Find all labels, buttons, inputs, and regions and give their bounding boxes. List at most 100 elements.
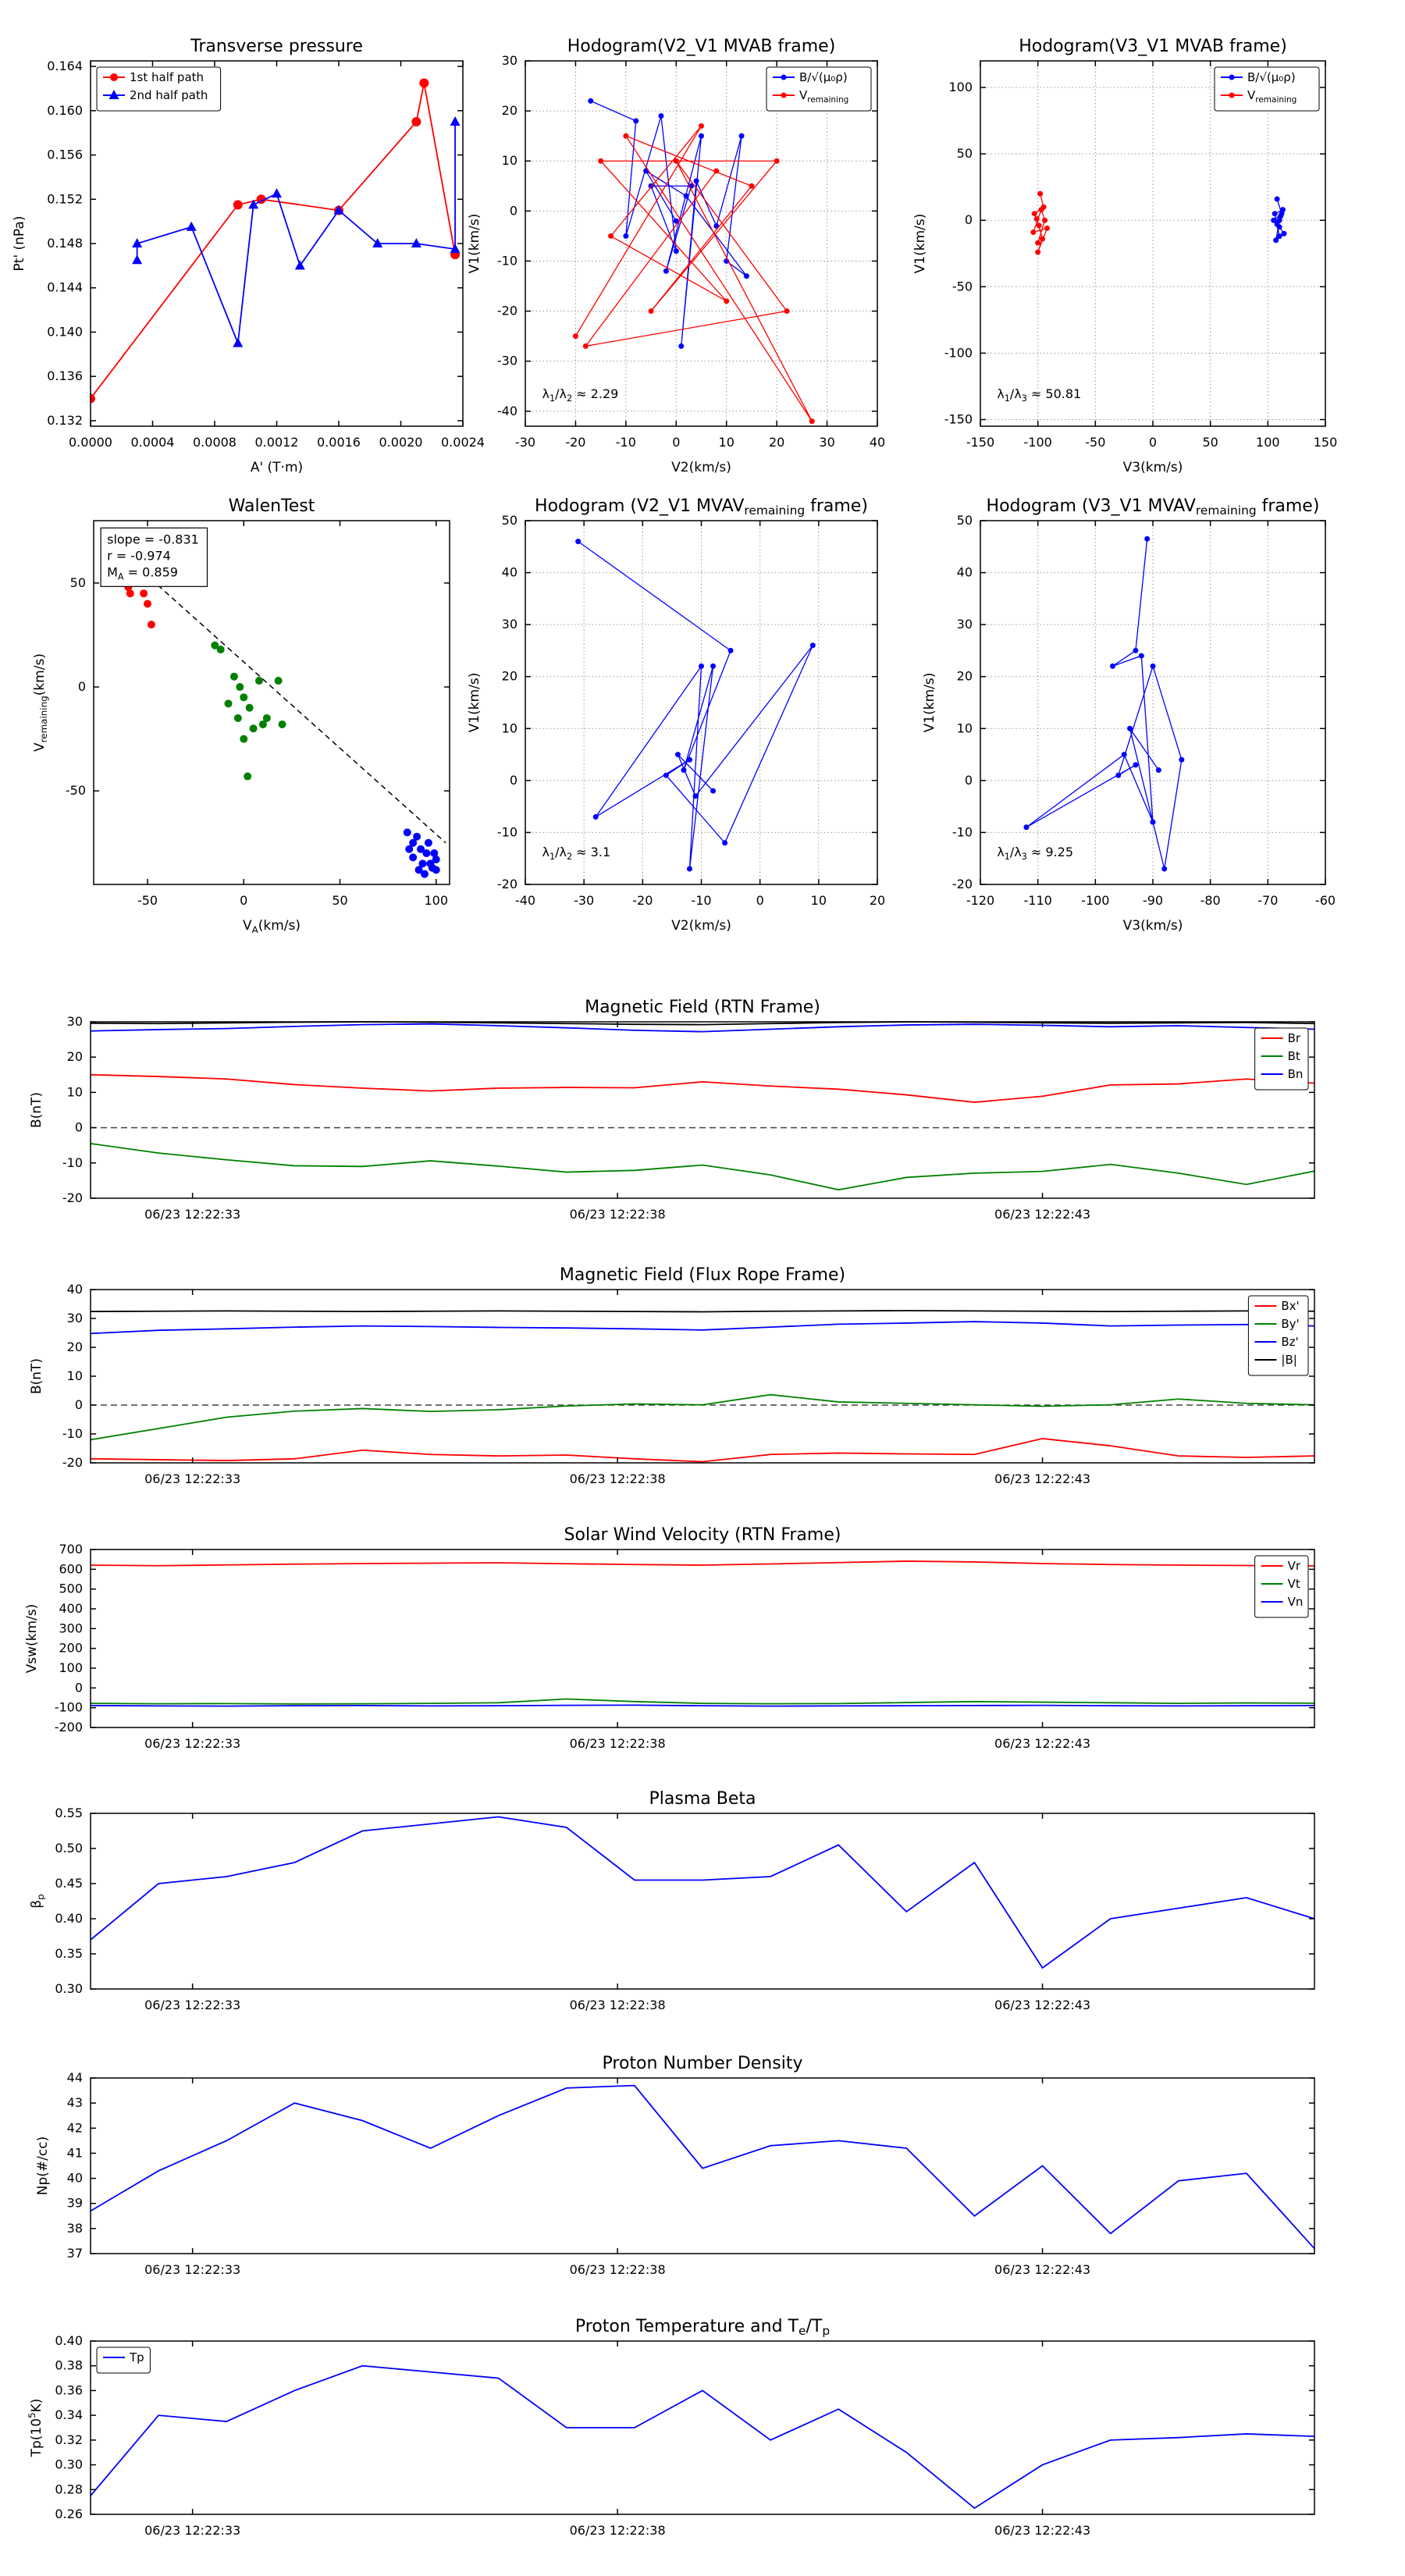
x-tick-label: 100: [1256, 435, 1280, 450]
y-tick-label: 0: [75, 1680, 83, 1695]
legend-label: Vremaining: [1247, 88, 1297, 105]
y-tick-label: -10: [497, 253, 518, 268]
marker-dot: [424, 838, 432, 847]
marker-dot: [683, 193, 689, 199]
marker-dot: [686, 866, 692, 872]
y-tick-label: 30: [67, 1014, 83, 1029]
y-tick-label: 500: [59, 1582, 83, 1596]
marker-dot: [738, 133, 745, 139]
x-tick-label: 30: [819, 435, 834, 450]
x-tick-label: -100: [1081, 893, 1109, 908]
marker-dot: [1161, 866, 1168, 872]
x-tick-label: 40: [870, 435, 885, 450]
marker-dot: [1229, 74, 1235, 80]
marker-dot: [592, 813, 599, 820]
marker-dot: [413, 832, 422, 841]
series-group: [572, 98, 815, 425]
x-axis-label: A' (T·m): [251, 460, 303, 475]
marker-dot: [1281, 230, 1287, 237]
marker-dot: [724, 298, 730, 304]
marker-triangle: [272, 188, 282, 198]
series-markers-0: [1030, 190, 1050, 255]
marker-dot: [686, 756, 692, 763]
y-tick-label: 0.136: [47, 368, 83, 383]
marker-triangle: [450, 244, 461, 254]
y-tick-label: 700: [59, 1542, 83, 1557]
x-tick-label: 100: [424, 893, 448, 908]
y-tick-label: -20: [62, 1455, 83, 1470]
marker-dot: [262, 713, 271, 722]
marker-dot: [663, 772, 669, 778]
marker-dot: [1023, 824, 1030, 831]
marker-dot: [774, 158, 780, 164]
marker-dot: [648, 183, 654, 189]
chart-c5: -40 -30 -20 -10 0 10 20 -20 -10 0 10 20 30 40 50 Hodogr…: [467, 496, 885, 934]
legend-label: Bn: [1288, 1067, 1304, 1081]
marker-dot: [658, 113, 664, 119]
chart-title: Solar Wind Velocity (RTN Frame): [564, 1525, 841, 1545]
axes-frame: [93, 520, 450, 885]
marker-dot: [1035, 240, 1041, 246]
x-tick-label: 20: [769, 435, 784, 450]
series-group: [1023, 535, 1185, 872]
x-tick-label: -110: [1024, 893, 1052, 908]
y-tick-label: 0.160: [47, 103, 83, 118]
y-tick-label: 37: [67, 2246, 83, 2261]
plot-area: [91, 1550, 1314, 1727]
y-tick-label: 10: [957, 720, 973, 735]
marker-dot: [245, 703, 254, 712]
series-line-1: [90, 1143, 1315, 1191]
y-tick-label: 50: [502, 513, 518, 528]
y-tick-label: 0.36: [55, 2382, 83, 2397]
marker-dot: [126, 589, 134, 598]
x-tick-label: -20: [565, 435, 585, 450]
legend-label: Bx': [1281, 1299, 1299, 1313]
marker-dot: [572, 333, 578, 340]
y-tick-label: 20: [67, 1049, 83, 1064]
axes-frame: [90, 1549, 1315, 1728]
x-axis-label: V3(km/s): [1123, 460, 1183, 475]
y-tick-label: 30: [67, 1311, 83, 1325]
marker-dot: [1115, 772, 1122, 778]
chart-ts4: 06/23 12:22:33 06/23 12:22:38 06/23 12:22:…: [29, 1789, 1315, 2012]
y-tick-label: 0.140: [47, 324, 83, 339]
series-markers-1: [1271, 196, 1287, 244]
series-group: [90, 2084, 1315, 2250]
marker-dot: [1133, 647, 1139, 653]
chart-title: Proton Temperature and Te/Tp: [575, 2317, 830, 2338]
axes-frame: [525, 60, 878, 427]
marker-dot: [678, 343, 685, 349]
chart-title: Magnetic Field (Flux Rope Frame): [560, 1265, 845, 1285]
marker-dot: [1035, 249, 1041, 255]
marker-circle: [233, 200, 243, 210]
x-tick-label: -100: [1024, 435, 1052, 450]
x-tick-label: 0: [672, 435, 680, 450]
chart-ts2: 06/23 12:22:33 06/23 12:22:38 06/23 12:22:…: [29, 1265, 1315, 1486]
legend-label: Tp: [129, 2350, 144, 2364]
marker-dot: [1279, 207, 1286, 213]
y-tick-label: 0.38: [55, 2358, 83, 2373]
plot-area: [91, 1813, 1314, 1989]
marker-dot: [674, 752, 681, 758]
marker-dot: [809, 642, 816, 649]
marker-dot: [692, 793, 699, 799]
y-tick-label: 0: [78, 679, 86, 694]
marker-triangle: [294, 260, 305, 270]
marker-dot: [1033, 216, 1040, 222]
marker-dot: [582, 343, 589, 349]
marker-triangle: [450, 116, 461, 126]
x-tick-label: -120: [966, 893, 994, 908]
legend-label: Vn: [1288, 1595, 1304, 1609]
y-axis-label: Pt' (nPa): [12, 216, 27, 272]
chart-ts6: 06/23 12:22:33 06/23 12:22:38 06/23 12:22:…: [27, 2317, 1315, 2538]
legend-label: |B|: [1281, 1353, 1297, 1367]
x-tick-label: 06/23 12:22:38: [570, 1207, 666, 1222]
marker-dot: [749, 183, 755, 189]
x-tick-label: 06/23 12:22:43: [994, 1207, 1090, 1222]
series-markers-0: [575, 539, 816, 872]
x-tick-label: -70: [1257, 893, 1278, 908]
axes-frame: [90, 2340, 1315, 2515]
marker-dot: [216, 646, 225, 654]
y-axis-label: Vsw(km/s): [24, 1604, 40, 1674]
